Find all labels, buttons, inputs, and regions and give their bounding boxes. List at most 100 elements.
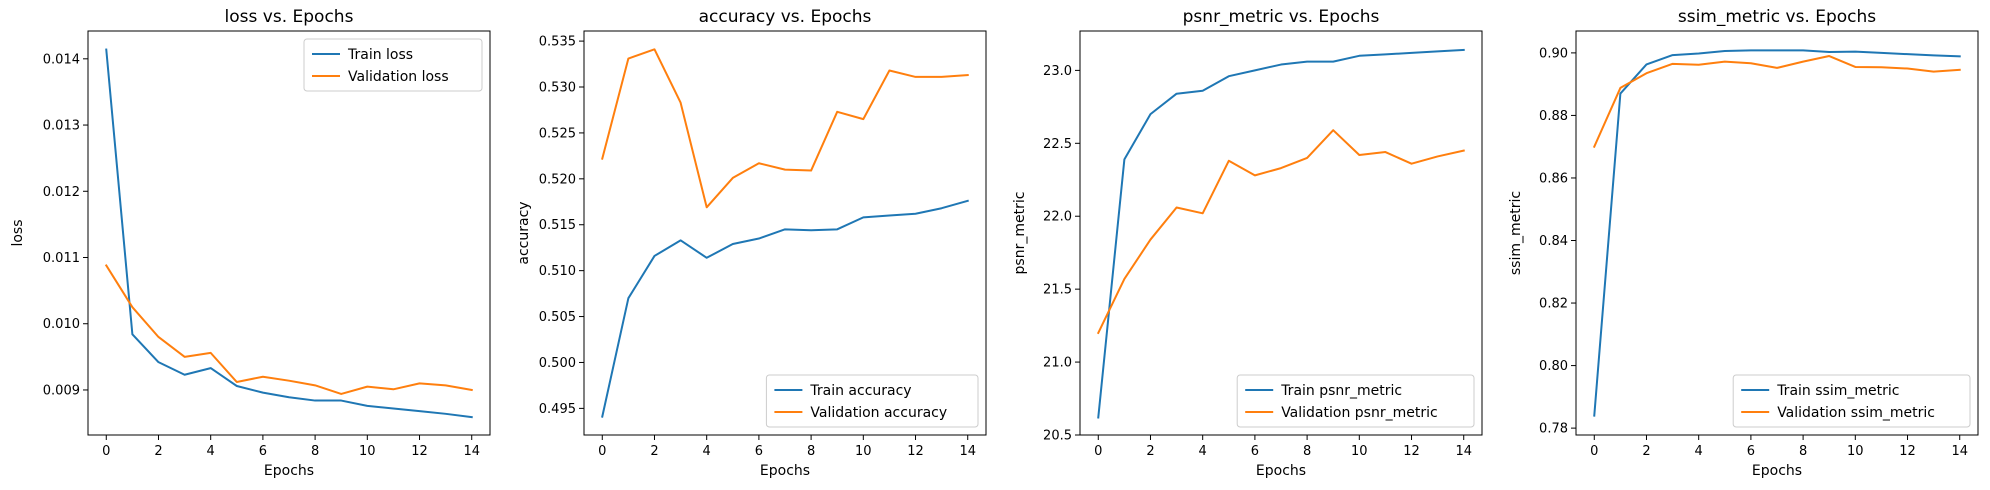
plot-area xyxy=(1575,30,1979,436)
legend-box xyxy=(303,38,483,92)
x-tick-label: 6 xyxy=(1747,444,1755,459)
x-tick-label: 10 xyxy=(855,444,872,459)
series-line-train xyxy=(105,48,473,419)
chart-title: psnr_metric vs. Epochs xyxy=(1183,7,1380,27)
x-tick-label: 2 xyxy=(650,444,658,459)
y-tick-label: 0.88 xyxy=(1539,109,1568,124)
x-tick-label: 6 xyxy=(259,444,267,459)
y-tick-label: 22.0 xyxy=(1043,210,1072,225)
series-line-train xyxy=(601,199,969,418)
y-tick-label: 0.82 xyxy=(1539,297,1568,312)
x-tick-label: 8 xyxy=(807,444,815,459)
x-tick-label: 4 xyxy=(1695,444,1703,459)
y-tick-label: 22.5 xyxy=(1043,137,1072,152)
legend: Train psnr_metric Validation psnr_metric xyxy=(1236,374,1475,428)
legend-box xyxy=(765,374,979,428)
x-axis-label: Epochs xyxy=(1256,463,1306,479)
plot-area xyxy=(583,30,987,436)
y-tick-label: 0.80 xyxy=(1539,359,1568,374)
x-tick-label: 12 xyxy=(1899,444,1916,459)
series-line-validation xyxy=(1592,55,1961,149)
series-line-validation xyxy=(1096,129,1465,335)
y-tick-label: 0.525 xyxy=(539,126,576,141)
y-tick-label: 0.014 xyxy=(43,52,80,67)
x-tick-label: 8 xyxy=(1799,444,1807,459)
x-tick-label: 14 xyxy=(1455,444,1472,459)
y-tick-label: 0.84 xyxy=(1539,234,1568,249)
chart-title: loss vs. Epochs xyxy=(225,7,354,27)
legend-label: Train loss xyxy=(347,47,413,63)
legend-label: Train accuracy xyxy=(809,383,911,399)
x-tick-label: 4 xyxy=(1199,444,1207,459)
x-tick-label: 10 xyxy=(1847,444,1864,459)
x-tick-label: 2 xyxy=(1146,444,1154,459)
x-tick-label: 12 xyxy=(411,444,428,459)
y-tick-label: 0.515 xyxy=(539,218,576,233)
legend-label: Validation ssim_metric xyxy=(1777,405,1935,421)
legend-label: Train ssim_metric xyxy=(1776,383,1899,399)
y-tick-label: 21.5 xyxy=(1043,283,1072,298)
x-tick-label: 14 xyxy=(463,444,480,459)
legend-label: Validation psnr_metric xyxy=(1281,405,1437,421)
legend-label: Validation accuracy xyxy=(810,405,947,421)
x-tick-label: 8 xyxy=(311,444,319,459)
y-tick-label: 0.530 xyxy=(539,81,576,96)
series-line-train xyxy=(1593,49,1961,417)
x-tick-label: 12 xyxy=(907,444,924,459)
x-axis-label: Epochs xyxy=(264,463,314,479)
y-tick-label: 0.86 xyxy=(1539,171,1568,186)
x-tick-label: 0 xyxy=(1590,444,1598,459)
y-tick-label: 20.5 xyxy=(1043,429,1072,444)
x-tick-label: 2 xyxy=(154,444,162,459)
x-axis-label: Epochs xyxy=(760,463,810,479)
chart-panel-2: 0 2 4 6 8 10 12 14 20.5 21.0 21.5 22.0 22.5 23.0 psnr_… xyxy=(1012,7,1483,479)
y-axis-label: accuracy xyxy=(516,201,532,264)
series-line-validation xyxy=(601,48,969,209)
plot-area xyxy=(1079,30,1483,436)
y-tick-label: 23.0 xyxy=(1043,64,1072,79)
series-line-train xyxy=(1097,48,1465,419)
y-tick-label: 0.011 xyxy=(43,251,80,266)
chart-panel-3: 0 2 4 6 8 10 12 14 0.78 0.80 0.82 0.84 0.86 0.88 0.90 s… xyxy=(1508,7,1979,479)
x-tick-label: 0 xyxy=(1094,444,1102,459)
x-tick-label: 2 xyxy=(1642,444,1650,459)
x-axis-label: Epochs xyxy=(1752,463,1802,479)
x-tick-label: 4 xyxy=(207,444,215,459)
chart-title: accuracy vs. Epochs xyxy=(699,7,872,27)
x-tick-label: 10 xyxy=(1351,444,1368,459)
x-tick-label: 0 xyxy=(102,444,110,459)
x-tick-label: 10 xyxy=(359,444,376,459)
y-tick-label: 0.010 xyxy=(43,317,80,332)
y-axis-label: psnr_metric xyxy=(1012,192,1028,275)
legend-label: Train psnr_metric xyxy=(1280,383,1402,399)
y-tick-label: 0.505 xyxy=(539,310,576,325)
y-tick-label: 0.495 xyxy=(539,402,576,417)
x-tick-label: 6 xyxy=(1251,444,1259,459)
x-tick-label: 0 xyxy=(598,444,606,459)
y-axis-label: ssim_metric xyxy=(1508,191,1524,275)
legend: Train loss Validation loss xyxy=(303,38,483,92)
y-tick-label: 0.535 xyxy=(539,35,576,50)
x-tick-label: 4 xyxy=(703,444,711,459)
y-tick-label: 0.009 xyxy=(43,383,80,398)
chart-panel-0: 0 2 4 6 8 10 12 14 0.009 0.010 0.011 0.012 0.013 0.01… xyxy=(10,7,491,479)
y-tick-label: 21.0 xyxy=(1043,356,1072,371)
y-tick-label: 0.013 xyxy=(43,119,80,134)
legend-label: Validation loss xyxy=(348,69,449,85)
x-tick-label: 14 xyxy=(959,444,976,459)
y-tick-label: 0.012 xyxy=(43,185,80,200)
x-tick-label: 6 xyxy=(755,444,763,459)
plot-area xyxy=(87,30,491,436)
legend-box xyxy=(1236,374,1475,428)
x-tick-label: 14 xyxy=(1951,444,1968,459)
x-tick-label: 8 xyxy=(1303,444,1311,459)
legend-box xyxy=(1732,374,1971,428)
y-axis-label: loss xyxy=(10,219,26,246)
y-tick-label: 0.78 xyxy=(1539,422,1568,437)
y-tick-label: 0.90 xyxy=(1539,46,1568,61)
chart-title: ssim_metric vs. Epochs xyxy=(1678,7,1876,27)
legend: Train ssim_metric Validation ssim_metric xyxy=(1732,374,1971,428)
chart-panel-1: 0 2 4 6 8 10 12 14 0.495 0.500 0.505 0.510 0.515 0.52… xyxy=(516,7,987,479)
legend: Train accuracy Validation accuracy xyxy=(765,374,979,428)
